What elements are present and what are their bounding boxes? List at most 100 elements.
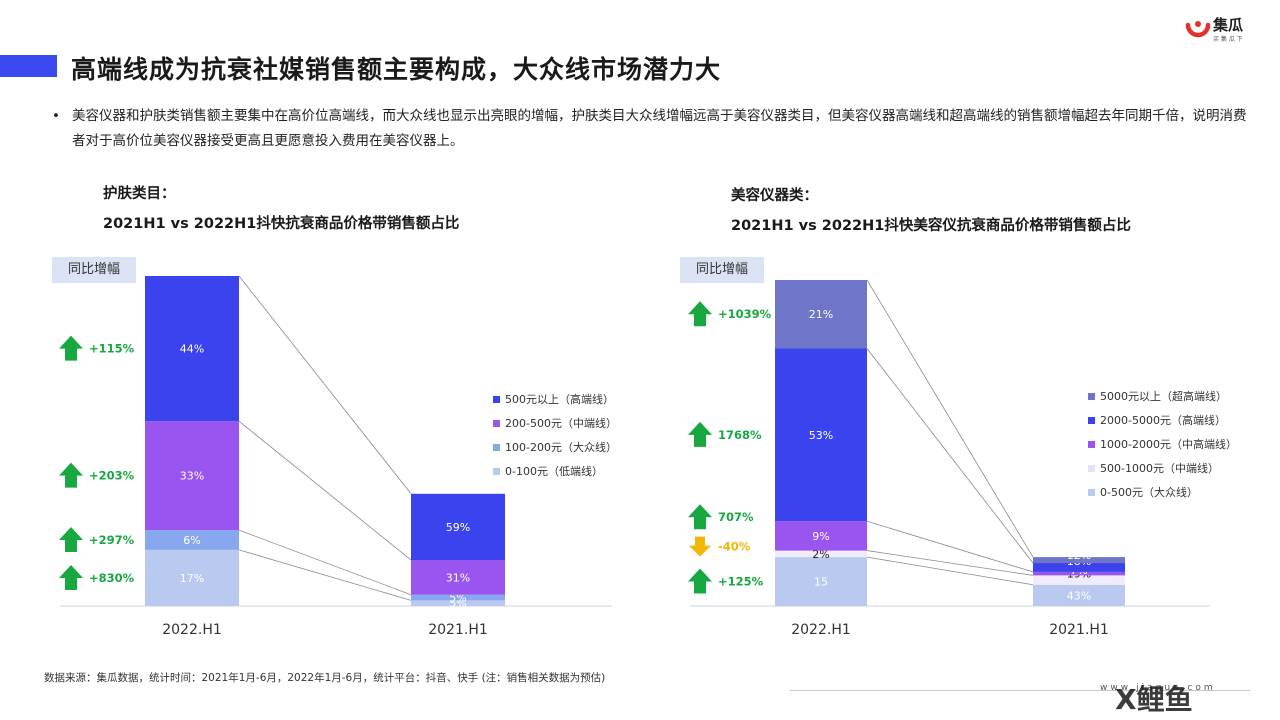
footer-url: www.jiagua.com: [1100, 683, 1216, 693]
segment-label: 31%: [446, 571, 470, 584]
arrow-down-icon: [689, 536, 711, 557]
connector-line: [866, 550, 1034, 576]
bar-segment: [411, 493, 505, 560]
category-tick-label: 2021.H1: [428, 622, 488, 638]
bar-segment: [145, 530, 239, 550]
title-accent-bar: [0, 55, 57, 77]
segment-label: 12%: [1067, 549, 1091, 562]
arrow-up-icon: [59, 564, 83, 590]
connector-line: [866, 556, 1034, 586]
bar-segment: [1033, 571, 1125, 576]
growth-label: +203%: [89, 469, 135, 483]
chart-title-skincare: 护肤类目： 2021H1 vs 2022H1抖快抗衰商品价格带销售额占比: [103, 184, 459, 244]
legend-swatch: [493, 396, 500, 403]
segment-label: 21%: [809, 308, 833, 321]
yoy-label-skincare: 同比增幅: [52, 257, 136, 283]
bar-segment: [1033, 557, 1125, 564]
chart-title-line2: 2021H1 vs 2022H1抖快抗衰商品价格带销售额占比: [103, 216, 460, 232]
legend-label: 0-500元（大众线）: [1100, 485, 1198, 499]
segment-label: 59%: [446, 521, 470, 534]
logo-name: 集瓜: [1213, 16, 1244, 34]
arrow-up-icon: [59, 335, 83, 361]
legend-label: 2000-5000元（高端线）: [1100, 413, 1226, 427]
growth-label: 707%: [718, 510, 754, 524]
bar-segment: [1033, 584, 1125, 606]
segment-label: 43%: [1067, 589, 1091, 602]
segment-label: 5%: [449, 597, 466, 610]
bar-segment: [411, 559, 505, 595]
category-tick-label: 2022.H1: [162, 622, 222, 638]
chart-title-line2: 2021H1 vs 2022H1抖快美容仪抗衰商品价格带销售额占比: [731, 218, 1131, 234]
page-title: 高端线成为抗衰社媒销售额主要构成，大众线市场潜力大: [71, 55, 722, 84]
legend-swatch: [493, 468, 500, 475]
growth-label: +125%: [718, 575, 764, 589]
connector-line: [866, 279, 1034, 558]
connector-line: [238, 275, 412, 495]
bar-segment: [775, 521, 867, 551]
connector-line: [238, 549, 412, 601]
segment-label: 9%: [812, 530, 829, 543]
segment-label: 6%: [183, 534, 200, 547]
chart-title-device: 美容仪器类： 2021H1 vs 2022H1抖快美容仪抗衰商品价格带销售额占比: [731, 186, 1131, 246]
bar-segment: [145, 276, 239, 422]
chart-title-line1: 护肤类目：: [103, 186, 176, 202]
bar-segment: [1033, 575, 1125, 585]
bar-segment: [775, 557, 867, 606]
legend-label: 1000-2000元（中高端线）: [1100, 437, 1237, 451]
legend-swatch: [1088, 489, 1095, 496]
arrow-up-icon: [688, 568, 712, 594]
segment-label: 33%: [180, 470, 204, 483]
arrow-up-icon: [59, 462, 83, 488]
legend-swatch: [1088, 441, 1095, 448]
brand-logo: 集瓜 买 集 瓜 下: [1185, 14, 1265, 44]
segment-label: 5%: [449, 592, 466, 605]
arrow-up-icon: [688, 301, 712, 327]
footer-watermark: X鲤鱼: [1115, 683, 1193, 716]
chart-title-line1: 美容仪器类：: [731, 188, 818, 204]
legend-label: 500元以上（高端线）: [505, 392, 614, 406]
arrow-up-icon: [688, 504, 712, 530]
bar-segment: [775, 550, 867, 558]
segment-label: 44%: [180, 343, 204, 356]
connector-line: [866, 348, 1034, 564]
bar-segment: [145, 421, 239, 531]
segment-label: 17%: [180, 572, 204, 585]
bullet-dot-icon: •: [52, 108, 60, 124]
bar-segment: [775, 280, 867, 349]
bar-segment: [1033, 563, 1125, 572]
segment-label: 53%: [809, 429, 833, 442]
summary-text: 美容仪器和护肤类销售额主要集中在高价位高端线，而大众线也显示出亮眼的增幅，护肤类…: [72, 108, 1247, 149]
data-source-note: 数据来源：集瓜数据，统计时间：2021年1月-6月，2022年1月-6月，统计平…: [44, 672, 606, 684]
category-tick-label: 2022.H1: [791, 622, 851, 638]
legend-swatch: [493, 444, 500, 451]
legend-swatch: [1088, 393, 1095, 400]
logo-icon: [1185, 21, 1211, 38]
growth-label: +830%: [89, 571, 135, 585]
connector-line: [866, 520, 1034, 573]
segment-label: 15: [814, 576, 828, 589]
legend-label: 200-500元（中端线）: [505, 416, 617, 430]
bar-segment: [145, 549, 239, 606]
footer-divider: [790, 690, 1250, 691]
connector-line: [238, 420, 412, 561]
category-tick-label: 2021.H1: [1049, 622, 1109, 638]
legend-swatch: [1088, 417, 1095, 424]
legend-label: 100-200元（大众线）: [505, 440, 617, 454]
bar-segment: [775, 348, 867, 522]
bar-segment: [411, 600, 505, 606]
yoy-label-device: 同比增幅: [680, 257, 764, 283]
growth-label: +1039%: [718, 307, 772, 321]
legend-label: 0-100元（低端线）: [505, 464, 603, 478]
arrow-up-icon: [688, 421, 712, 447]
legend-label: 5000元以上（超高端线）: [1100, 389, 1227, 403]
arrow-up-icon: [59, 527, 83, 552]
legend-swatch: [1088, 465, 1095, 472]
growth-label: 1768%: [718, 428, 762, 442]
bar-segment: [411, 594, 505, 601]
segment-label: 2%: [812, 548, 829, 561]
growth-label: +115%: [89, 342, 135, 356]
legend-label: 500-1000元（中端线）: [1100, 461, 1219, 475]
connector-line: [238, 529, 412, 596]
growth-label: +297%: [89, 533, 135, 547]
